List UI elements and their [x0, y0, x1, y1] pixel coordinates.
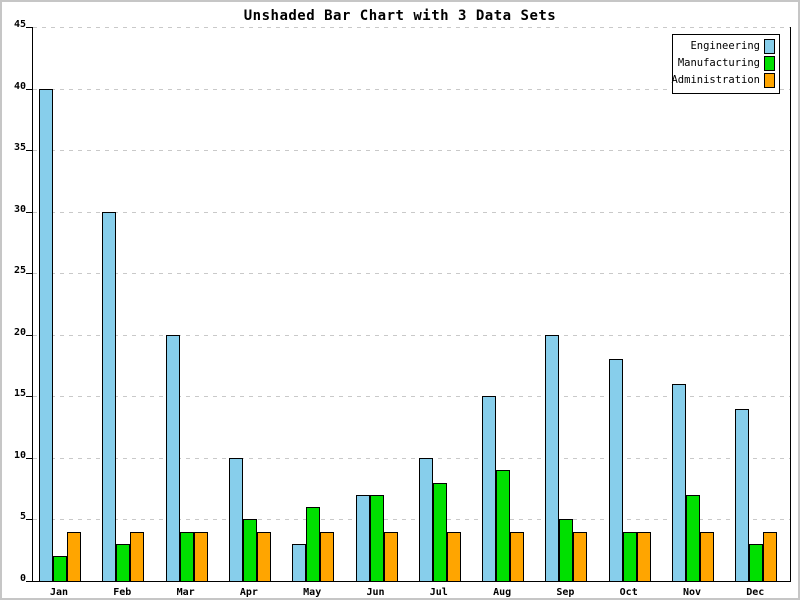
- bar-administration-dec: [763, 532, 778, 581]
- bar-manufacturing-oct: [622, 532, 637, 581]
- legend: Engineering Manufacturing Administration: [671, 34, 780, 94]
- x-axis-label-aug: Aug: [493, 587, 512, 598]
- gridline: [33, 150, 790, 152]
- bar-administration-jul: [446, 532, 461, 581]
- bar-manufacturing-apr: [242, 519, 257, 581]
- bar-administration-aug: [510, 532, 525, 581]
- y-axis-tick: [26, 88, 33, 90]
- plot-area: [32, 27, 791, 582]
- y-axis-label: 25: [13, 265, 26, 277]
- y-axis-tick: [26, 519, 33, 521]
- bar-administration-jun: [383, 532, 398, 581]
- y-axis-label: 5: [19, 511, 26, 523]
- bar-engineering-dec: [735, 409, 750, 581]
- bar-manufacturing-jan: [53, 556, 67, 581]
- bar-administration-jan: [67, 532, 81, 581]
- bar-engineering-apr: [228, 458, 243, 581]
- bar-administration-mar: [193, 532, 208, 581]
- gridline: [33, 88, 790, 90]
- bar-manufacturing-feb: [116, 544, 131, 581]
- bar-engineering-jun: [355, 495, 370, 581]
- legend-label-administration: Administration: [671, 74, 760, 86]
- y-axis-tick: [26, 396, 33, 398]
- y-axis-tick: [26, 273, 33, 275]
- legend-row: Administration: [671, 72, 775, 89]
- gridline: [33, 334, 790, 336]
- bar-engineering-oct: [608, 359, 623, 581]
- bar-manufacturing-mar: [179, 532, 194, 581]
- y-axis-tick: [26, 211, 33, 213]
- bar-manufacturing-may: [306, 507, 321, 581]
- gridline: [33, 273, 790, 275]
- chart-title: Unshaded Bar Chart with 3 Data Sets: [243, 8, 557, 24]
- y-axis-tick: [26, 457, 33, 459]
- y-axis-label: 20: [13, 326, 26, 338]
- bar-engineering-feb: [102, 212, 117, 581]
- bar-administration-nov: [700, 532, 714, 581]
- bar-engineering-mar: [165, 335, 180, 581]
- legend-row: Manufacturing: [677, 55, 775, 72]
- x-axis-label-apr: Apr: [239, 587, 258, 598]
- bar-engineering-sep: [545, 335, 560, 581]
- y-axis-tick: [26, 581, 33, 582]
- bar-administration-may: [320, 532, 335, 581]
- y-axis-label: 0: [19, 573, 26, 584]
- administration-swatch-icon: [764, 73, 775, 88]
- x-axis-label-nov: Nov: [682, 587, 702, 598]
- bar-engineering-aug: [482, 396, 497, 581]
- legend-row: Engineering: [677, 38, 775, 55]
- x-axis-label-may: May: [303, 587, 322, 598]
- x-axis-label-jun: Jun: [366, 587, 385, 598]
- x-axis-label-feb: Feb: [113, 587, 132, 598]
- bar-engineering-nov: [672, 384, 686, 581]
- x-axis-label-oct: Oct: [619, 587, 638, 598]
- bar-administration-sep: [573, 532, 588, 581]
- y-axis-tick: [26, 150, 33, 152]
- x-axis-label-dec: Dec: [746, 587, 765, 598]
- y-axis-label: 15: [13, 388, 26, 400]
- bar-administration-apr: [256, 532, 271, 581]
- gridline: [33, 27, 790, 28]
- gridline: [33, 457, 790, 459]
- gridline: [33, 211, 790, 213]
- y-axis-tick: [26, 27, 33, 28]
- bar-administration-oct: [636, 532, 651, 581]
- y-axis-label: 40: [13, 80, 26, 92]
- bar-manufacturing-dec: [749, 544, 764, 581]
- bar-manufacturing-nov: [686, 495, 700, 581]
- bar-manufacturing-jun: [369, 495, 384, 581]
- bar-administration-feb: [130, 532, 145, 581]
- engineering-swatch-icon: [764, 39, 775, 54]
- bar-manufacturing-jul: [432, 483, 447, 581]
- bar-engineering-may: [292, 544, 307, 581]
- bar-manufacturing-aug: [496, 470, 511, 581]
- manufacturing-swatch-icon: [764, 56, 775, 71]
- x-axis-label-sep: Sep: [556, 587, 575, 598]
- y-axis-label: 45: [13, 19, 26, 30]
- bar-engineering-jan: [39, 89, 53, 581]
- y-axis-label: 35: [13, 142, 26, 154]
- gridline: [33, 396, 790, 398]
- y-axis-label: 10: [13, 449, 26, 461]
- x-axis-label-jan: Jan: [49, 587, 69, 598]
- y-axis-tick: [26, 334, 33, 336]
- bar-manufacturing-sep: [559, 519, 574, 581]
- gridline: [33, 519, 790, 521]
- legend-label-manufacturing: Manufacturing: [677, 57, 760, 69]
- legend-label-engineering: Engineering: [690, 40, 760, 52]
- bar-engineering-jul: [418, 458, 433, 581]
- y-axis-label: 30: [13, 203, 26, 215]
- x-axis-label-jul: Jul: [429, 587, 448, 598]
- x-axis-label-mar: Mar: [176, 587, 195, 598]
